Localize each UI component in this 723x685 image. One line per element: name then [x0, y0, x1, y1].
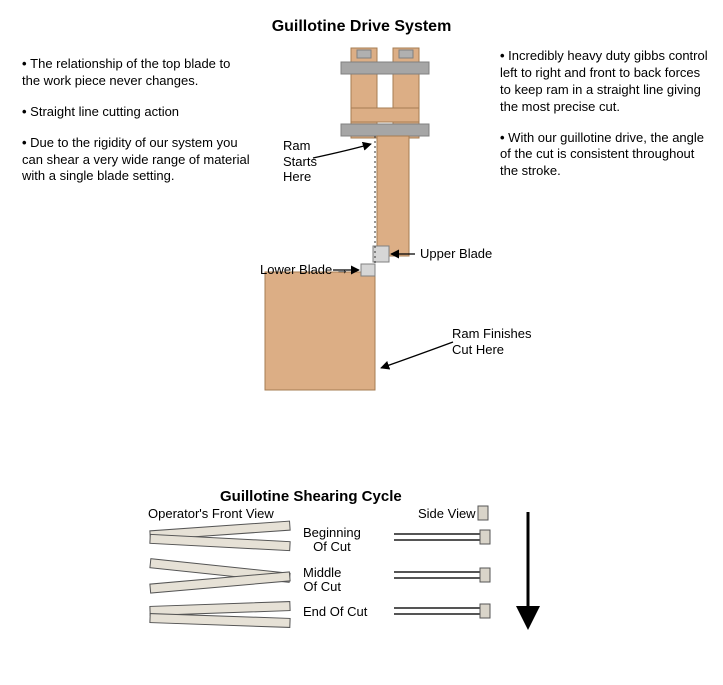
label-upper-blade: Upper Blade	[420, 246, 492, 262]
left-bullets: The relationship of the top blade to the…	[22, 56, 252, 199]
bullet-item: With our guillotine drive, the angle of …	[500, 130, 710, 181]
bullet-item: Incredibly heavy duty gibbs control left…	[500, 48, 710, 116]
label-ram-finishes: Ram Finishes Cut Here	[452, 326, 531, 357]
main-diagram	[255, 40, 515, 420]
page-title: Guillotine Drive System	[0, 18, 723, 36]
label-ram-starts: Ram Starts Here	[283, 138, 317, 185]
cycle-diagram	[140, 500, 560, 660]
bullet-item: Due to the rigidity of our system you ca…	[22, 135, 252, 186]
label-lower-blade: Lower Blade →	[260, 262, 349, 278]
bullet-item: Straight line cutting action	[22, 104, 252, 121]
label-text: Lower Blade	[260, 262, 332, 277]
right-bullets: Incredibly heavy duty gibbs control left…	[500, 48, 710, 194]
bullet-item: The relationship of the top blade to the…	[22, 56, 252, 90]
arrow-icon: →	[336, 262, 349, 277]
